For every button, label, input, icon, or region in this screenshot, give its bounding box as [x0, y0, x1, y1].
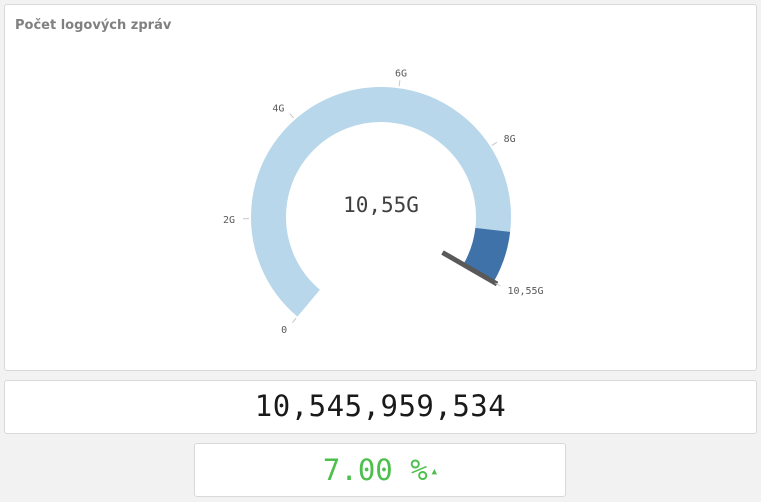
gauge-tick-label: 6G [395, 68, 407, 79]
trend-up-icon: ▲ [431, 467, 438, 477]
gauge-center-value: 10,55G [343, 193, 419, 217]
gauge-tick-label: 4G [272, 104, 284, 115]
gauge-chart: 0 2G 4G 6G 8G 10,55G 10,55G [223, 68, 544, 336]
gauge-tick-label: 8G [504, 134, 516, 145]
gauge-segment-0 [251, 87, 511, 317]
kpi-change-value: 7.00 % [322, 453, 428, 487]
gauge-tick-5 [495, 282, 501, 287]
gauge-tick-0 [291, 317, 297, 324]
gauge-tick-label: 2G [223, 215, 235, 226]
gauge-tick-label: 0 [281, 325, 287, 336]
gauge-tick-4 [491, 141, 498, 146]
panel-title: Počet logových zpráv [15, 18, 172, 33]
gauge-needle [441, 250, 499, 287]
gauge-tick-2 [289, 113, 295, 119]
kpi-count-value: 10,545,959,534 [254, 389, 507, 423]
kpi-count-panel[interactable]: 10,545,959,534 [4, 380, 757, 434]
gauge-panel[interactable]: Počet logových zpráv 0 2G 4G 6G 8G 10,55G 10,5… [4, 4, 757, 371]
gauge-tick-3 [398, 80, 401, 87]
kpi-change-panel[interactable]: 7.00 % ▲ [194, 443, 566, 497]
gauge-tick-label: 10,55G [507, 286, 543, 297]
gauge-segment-1 [463, 227, 511, 282]
kpi-change-row: 7.00 % ▲ [195, 453, 565, 487]
